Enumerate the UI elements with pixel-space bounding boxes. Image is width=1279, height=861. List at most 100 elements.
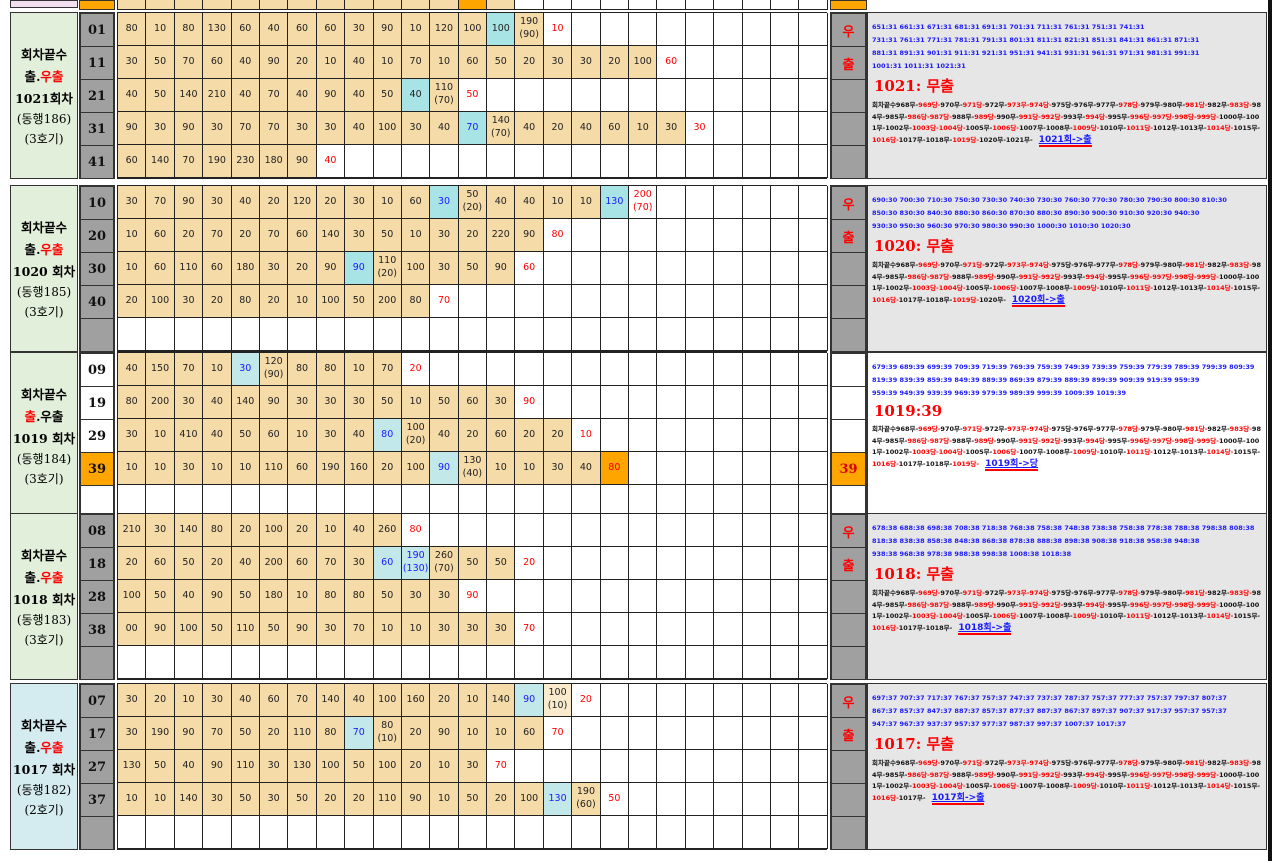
- grid-cell-empty[interactable]: [742, 717, 771, 750]
- value-cell[interactable]: 50: [146, 46, 175, 79]
- grid-cell-empty[interactable]: [203, 485, 232, 518]
- value-cell[interactable]: 30: [174, 452, 204, 485]
- value-cell[interactable]: 100: [629, 46, 658, 79]
- value-cell[interactable]: 100: [373, 750, 402, 783]
- value-cell[interactable]: 10: [118, 452, 147, 485]
- value-cell[interactable]: 20: [373, 452, 402, 485]
- value-cell[interactable]: 90: [146, 613, 175, 646]
- grid-cell-empty[interactable]: [742, 46, 771, 79]
- value-cell[interactable]: 40: [174, 580, 204, 613]
- grid-cell[interactable]: [316, 0, 346, 10]
- value-cell[interactable]: 200: [259, 547, 289, 580]
- value-cell[interactable]: 80: [345, 580, 374, 613]
- value-cell[interactable]: 40: [487, 186, 516, 219]
- value-cell[interactable]: 80: [231, 285, 260, 318]
- value-cell[interactable]: 20: [487, 783, 516, 816]
- grid-cell-empty[interactable]: [685, 646, 715, 679]
- grid-cell-empty[interactable]: [714, 252, 743, 285]
- value-cell[interactable]: 50: [231, 580, 260, 613]
- grid-cell[interactable]: [118, 0, 147, 10]
- grid-cell-empty[interactable]: [657, 419, 686, 452]
- grid-cell-empty[interactable]: [714, 485, 743, 518]
- grid-cell-empty[interactable]: [572, 318, 601, 351]
- grid-cell-empty[interactable]: [685, 285, 715, 318]
- grid-cell-empty[interactable]: [714, 514, 743, 547]
- grid-cell-empty[interactable]: [714, 318, 743, 351]
- value-cell[interactable]: 30: [288, 386, 317, 419]
- value-cell[interactable]: 10: [231, 452, 260, 485]
- grid-cell-empty[interactable]: [657, 750, 686, 783]
- value-cell[interactable]: 30: [458, 750, 488, 783]
- grid-cell-empty[interactable]: [146, 646, 175, 679]
- grid-cell-empty[interactable]: [770, 684, 800, 717]
- value-cell[interactable]: 100: [316, 750, 346, 783]
- value-cell[interactable]: 200: [146, 386, 175, 419]
- value-cell[interactable]: 40: [345, 112, 374, 145]
- grid-cell-empty[interactable]: [799, 684, 828, 717]
- value-cell[interactable]: 30: [430, 613, 459, 646]
- grid-cell-empty[interactable]: [458, 145, 488, 178]
- grid-cell-empty[interactable]: [345, 485, 374, 518]
- value-cell[interactable]: 30: [118, 684, 147, 717]
- value-cell[interactable]: 20: [259, 285, 289, 318]
- grid-cell-empty[interactable]: [742, 419, 771, 452]
- value-cell[interactable]: 10: [288, 419, 317, 452]
- grid-cell-empty[interactable]: [629, 353, 658, 386]
- grid-cell[interactable]: [231, 0, 260, 10]
- grid-cell-empty[interactable]: [458, 816, 488, 849]
- grid-cell-empty[interactable]: [515, 646, 544, 679]
- value-cell[interactable]: 80: [316, 353, 346, 386]
- value-cell[interactable]: 10: [543, 186, 573, 219]
- value-cell[interactable]: 180: [231, 252, 260, 285]
- next-value-cell[interactable]: 10: [543, 13, 573, 46]
- grid-cell-empty[interactable]: [714, 219, 743, 252]
- value-cell[interactable]: 60: [458, 386, 488, 419]
- grid-cell-empty[interactable]: [629, 547, 658, 580]
- value-cell[interactable]: 10: [572, 186, 601, 219]
- grid-cell-empty[interactable]: [657, 547, 686, 580]
- value-cell[interactable]: 30: [430, 580, 459, 613]
- value-cell[interactable]: 30: [345, 13, 374, 46]
- value-cell[interactable]: 120 (90): [259, 353, 289, 386]
- grid-cell[interactable]: [515, 0, 544, 10]
- value-cell[interactable]: 50: [373, 386, 402, 419]
- grid-cell-empty[interactable]: [714, 46, 743, 79]
- value-cell[interactable]: 140: [316, 684, 346, 717]
- grid-cell-empty[interactable]: [742, 750, 771, 783]
- value-cell[interactable]: 90: [118, 112, 147, 145]
- value-cell[interactable]: 100: [118, 580, 147, 613]
- value-cell[interactable]: 110: [174, 252, 204, 285]
- next-value-cell[interactable]: 20: [572, 684, 601, 717]
- grid-cell-empty[interactable]: [572, 252, 601, 285]
- grid-cell-empty[interactable]: [629, 386, 658, 419]
- next-value-cell[interactable]: 50: [600, 783, 630, 816]
- value-cell[interactable]: 80: [174, 13, 204, 46]
- value-cell[interactable]: 130: [543, 783, 573, 816]
- value-cell[interactable]: 30: [345, 547, 374, 580]
- grid-cell-empty[interactable]: [742, 452, 771, 485]
- value-cell[interactable]: 110: [373, 783, 402, 816]
- grid-cell-empty[interactable]: [345, 318, 374, 351]
- grid-cell-empty[interactable]: [487, 646, 516, 679]
- value-cell[interactable]: 10: [401, 219, 431, 252]
- grid-cell-empty[interactable]: [714, 646, 743, 679]
- grid-cell-empty[interactable]: [600, 514, 630, 547]
- grid-cell-empty[interactable]: [600, 485, 630, 518]
- grid-cell-empty[interactable]: [770, 386, 800, 419]
- value-cell[interactable]: 90: [259, 46, 289, 79]
- value-cell[interactable]: 50: [430, 386, 459, 419]
- value-cell[interactable]: 90: [515, 684, 544, 717]
- grid-cell-empty[interactable]: [373, 816, 402, 849]
- grid-cell-empty[interactable]: [345, 145, 374, 178]
- value-cell[interactable]: 20: [118, 547, 147, 580]
- grid-cell-empty[interactable]: [288, 646, 317, 679]
- grid-cell-empty[interactable]: [685, 318, 715, 351]
- next-value-cell[interactable]: 40: [316, 145, 346, 178]
- grid-cell-empty[interactable]: [685, 252, 715, 285]
- grid-cell-empty[interactable]: [118, 646, 147, 679]
- grid-cell-empty[interactable]: [515, 318, 544, 351]
- grid-cell-empty[interactable]: [770, 46, 800, 79]
- value-cell[interactable]: 10: [288, 580, 317, 613]
- grid-cell-empty[interactable]: [515, 353, 544, 386]
- grid-cell[interactable]: [259, 0, 289, 10]
